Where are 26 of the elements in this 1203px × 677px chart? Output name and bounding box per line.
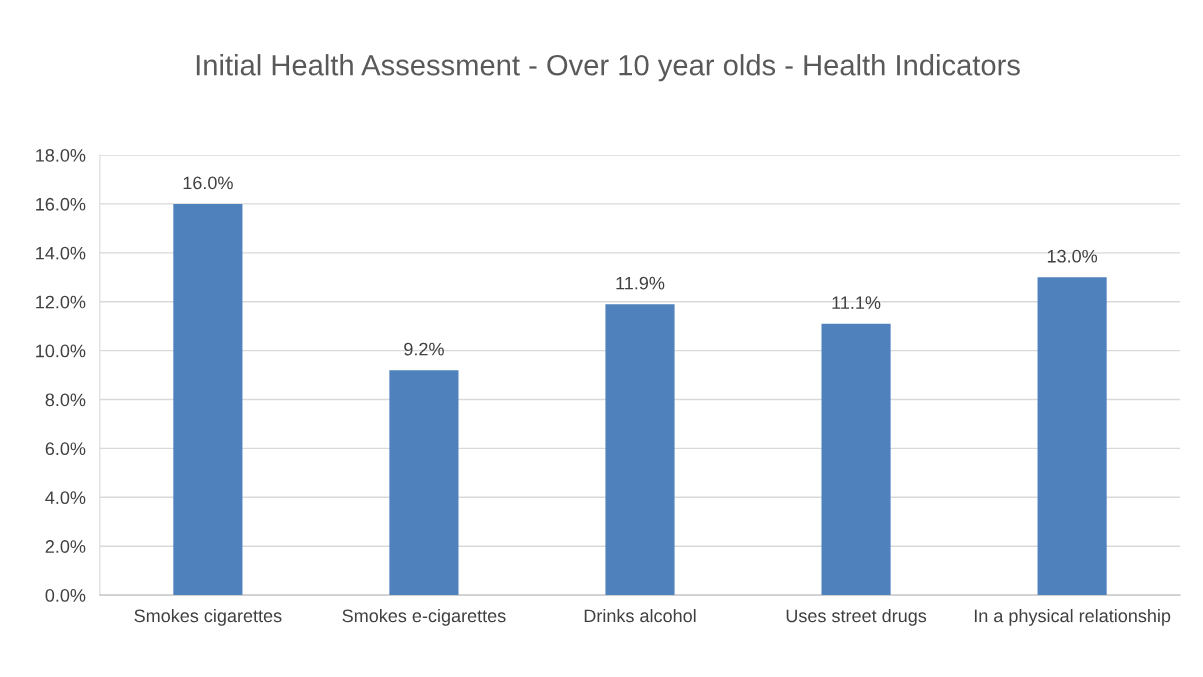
y-tick-label: 6.0% — [45, 442, 86, 456]
chart-title: Initial Health Assessment - Over 10 year olds - Health Indicators — [196, 54, 1020, 82]
x-tick-label: Smokes cigarettes — [134, 608, 282, 626]
bar — [605, 304, 675, 596]
x-tick-label: Drinks alcohol — [584, 608, 696, 623]
y-tick-label: 10.0% — [36, 344, 86, 358]
y-tick-label: 8.0% — [45, 393, 86, 407]
bar — [821, 323, 891, 596]
x-tick-label: Smokes e-cigarettes — [342, 608, 506, 626]
x-tick-label: In a physical relationship — [974, 608, 1171, 626]
data-label: 13.0% — [1047, 249, 1098, 263]
y-tick-label: 12.0% — [36, 295, 86, 309]
y-tick-label: 14.0% — [36, 246, 86, 260]
bar — [1037, 277, 1107, 596]
x-tick-label: Uses street drugs — [786, 608, 927, 626]
data-label: 9.2% — [404, 342, 444, 356]
bar — [389, 370, 459, 596]
y-tick-label: 0.0% — [45, 589, 86, 602]
data-label: 16.0% — [183, 176, 233, 190]
data-label: 11.9% — [616, 276, 665, 290]
y-tick-label: 2.0% — [45, 540, 86, 553]
y-tick-label: 16.0% — [36, 197, 86, 211]
bar — [173, 203, 243, 596]
y-tick-label: 18.0% — [36, 148, 86, 162]
y-tick-label: 4.0% — [45, 491, 86, 505]
data-label: 11.1% — [832, 296, 881, 309]
